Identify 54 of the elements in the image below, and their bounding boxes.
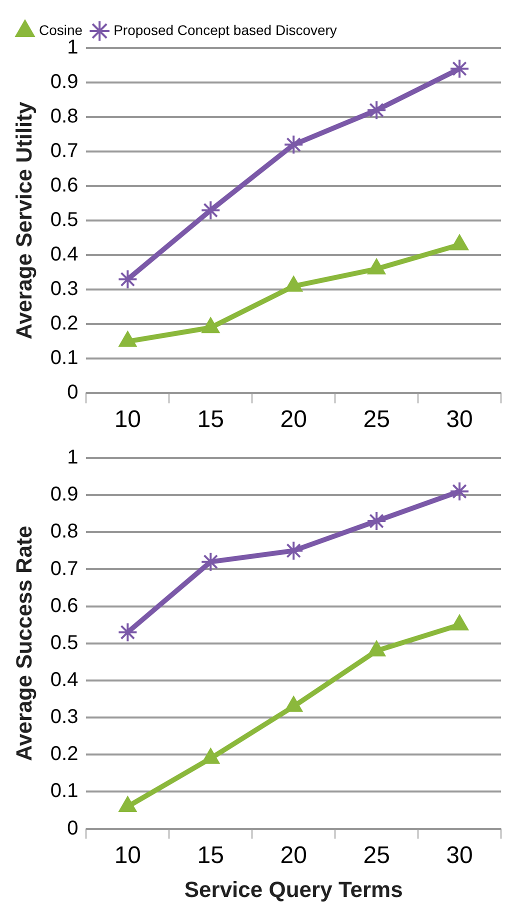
point: [368, 258, 386, 274]
point: [366, 511, 387, 532]
y-axis-title: Average Success Rate: [11, 526, 36, 762]
y-tick-label: 0.4: [50, 244, 78, 266]
point: [450, 58, 470, 79]
point: [368, 640, 386, 656]
y-tick-label: 0.2: [50, 743, 78, 766]
y-tick-label: 1: [67, 446, 78, 469]
point: [450, 481, 470, 502]
x-tick-label: 10: [114, 406, 142, 434]
point: [118, 622, 138, 642]
point: [284, 134, 304, 155]
x-tick-label: 20: [280, 842, 307, 869]
y-tick-label: 0.8: [50, 106, 78, 128]
y-tick-label: 0.3: [50, 706, 78, 728]
y-tick-label: 0.5: [50, 632, 78, 654]
x-axis-title: Service Query Terms: [184, 876, 403, 902]
point: [284, 276, 302, 292]
point: [366, 100, 387, 120]
y-tick-label: 0: [67, 382, 78, 404]
y-tick-label: 0.7: [50, 558, 78, 580]
y-tick-label: 0: [67, 817, 78, 840]
y-tick-label: 0.5: [50, 209, 78, 232]
x-tick-label: 20: [280, 406, 307, 434]
x-tick-label: 15: [197, 406, 224, 434]
y-tick-label: 0.1: [50, 780, 78, 802]
y-tick-label: 0.9: [50, 71, 78, 94]
y-tick-label: 0.8: [50, 520, 78, 543]
point: [284, 696, 302, 712]
y-tick-label: 1: [67, 36, 78, 59]
y-tick-label: 0.6: [50, 174, 78, 197]
y-tick-label: 0.6: [50, 594, 78, 617]
point: [118, 796, 136, 812]
x-tick-label: 30: [446, 842, 473, 869]
y-axis-title: Average Service Utility: [11, 101, 36, 340]
y-tick-label: 0.9: [50, 484, 78, 506]
point: [450, 614, 468, 630]
point: [450, 234, 468, 250]
x-tick-label: 10: [114, 842, 142, 869]
y-tick-label: 0.4: [50, 668, 78, 691]
y-tick-label: 0.1: [50, 347, 78, 370]
y-tick-label: 0.2: [50, 312, 78, 335]
point: [202, 748, 220, 764]
point: [202, 318, 220, 334]
point: [118, 331, 136, 347]
y-tick-label: 0.7: [50, 140, 78, 162]
y-tick-label: 0.3: [50, 278, 78, 300]
x-tick-label: 15: [197, 842, 224, 869]
x-tick-label: 25: [363, 406, 390, 434]
x-tick-label: 30: [446, 406, 473, 434]
point: [200, 200, 221, 220]
legend-label: Cosine: [39, 22, 83, 38]
legend-label: Proposed Concept based Discovery: [114, 22, 337, 38]
x-tick-label: 25: [363, 842, 390, 869]
